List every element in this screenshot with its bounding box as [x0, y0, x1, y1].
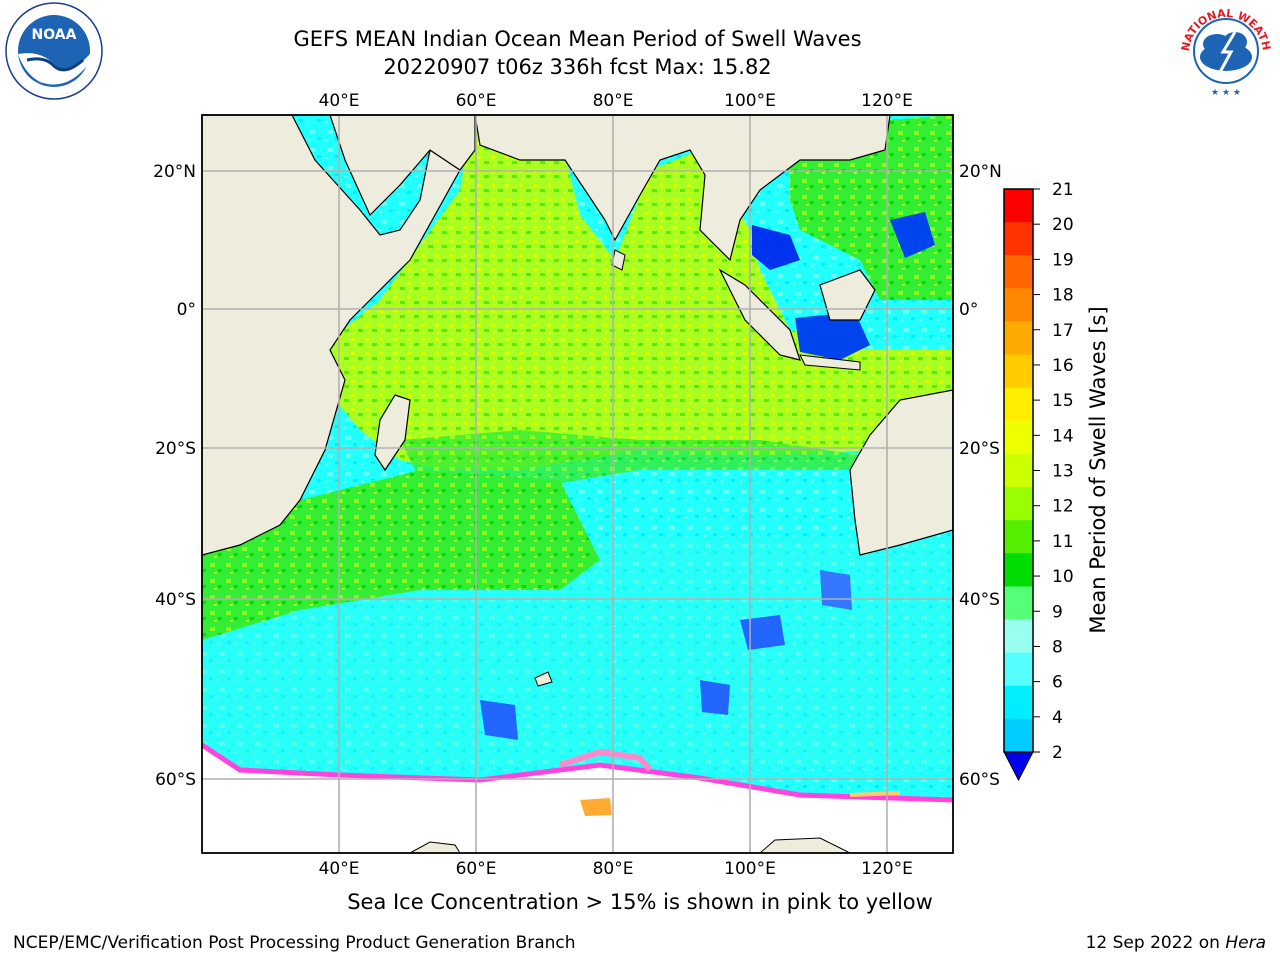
- left-lat-label: 60°S: [155, 770, 196, 790]
- colorbar-segment: [1004, 354, 1033, 389]
- graticule: [202, 115, 953, 853]
- swell-band-southwest: [202, 470, 600, 640]
- left-lat-label: 40°S: [155, 590, 196, 610]
- left-lat-label: 0°: [177, 300, 196, 320]
- land-australia: [849, 389, 953, 556]
- colorbar-tick-label: 12: [1052, 497, 1074, 517]
- colorbar-segment: [1004, 487, 1033, 521]
- bottom-lon-label: 80°E: [593, 859, 634, 879]
- top-lon-label: 120°E: [861, 91, 913, 111]
- colorbar-segment: [1004, 685, 1033, 720]
- land-madagascar: [374, 394, 411, 472]
- top-lon-label: 40°E: [319, 91, 360, 111]
- colorbar-segment: [1004, 420, 1033, 455]
- colorbar-under-triangle: [1003, 751, 1034, 782]
- colorbar-segment: [1004, 586, 1033, 621]
- colorbar-tick-label: 19: [1052, 250, 1074, 270]
- top-lon-label: 100°E: [724, 91, 776, 111]
- colorbar-tick-label: 20: [1052, 215, 1074, 235]
- colorbar-segment: [1004, 718, 1033, 753]
- left-lat-label: 20°N: [153, 162, 196, 182]
- map-area: [202, 115, 953, 853]
- colorbar-tick-label: 10: [1052, 567, 1074, 587]
- colorbar-tick-label: 6: [1052, 673, 1063, 693]
- left-lat-labels: 20°N 0° 20°S 40°S 60°S: [153, 162, 196, 790]
- colorbar-tick-label: 15: [1052, 391, 1074, 411]
- colorbar-segment: [1004, 189, 1033, 223]
- sea-ice-edge: [202, 742, 953, 803]
- colorbar-segment: [1004, 321, 1033, 356]
- bottom-lon-label: 40°E: [319, 859, 360, 879]
- colorbar-segment: [1004, 288, 1033, 322]
- noaa-logo-text: NOAA: [32, 27, 77, 43]
- land-arabia: [329, 115, 476, 217]
- right-lat-labels: 20°N 0° 20°S 40°S 60°S: [959, 162, 1002, 790]
- colorbar-tick-label: 9: [1052, 602, 1063, 622]
- land-africa: [202, 115, 461, 556]
- right-lat-label: 60°S: [959, 770, 1000, 790]
- colorbar-segment: [1004, 652, 1033, 687]
- noaa-logo: NOAA: [5, 2, 103, 100]
- bottom-lon-label: 120°E: [861, 859, 913, 879]
- colorbar-tick-label: 16: [1052, 356, 1074, 376]
- bottom-lon-labels: 40°E 60°E 80°E 100°E 120°E: [319, 859, 913, 879]
- colorbar-tick-label: 18: [1052, 286, 1074, 306]
- colorbar-segment: [1004, 387, 1033, 422]
- colorbar-segment: [1004, 553, 1033, 587]
- colorbar-tick-label: 13: [1052, 462, 1074, 482]
- sea-ice-note: Sea Ice Concentration > 15% is shown in …: [347, 890, 933, 914]
- right-lat-label: 0°: [959, 300, 978, 320]
- left-lat-label: 20°S: [155, 439, 196, 459]
- colorbar-tick-label: 14: [1052, 426, 1074, 446]
- right-lat-label: 20°S: [959, 439, 1000, 459]
- land-sumatra: [718, 268, 801, 361]
- nws-logo: NATIONAL WEATHER SERVICE ★ ★ ★: [1173, 0, 1275, 100]
- colorbar-ticks: 21 20 19 18 17 16 15 14 13 12 11 10 9 8 6 4 2: [1033, 180, 1074, 763]
- footer-machine: Hera: [1225, 933, 1266, 953]
- map-title: GEFS MEAN Indian Ocean Mean Period of Sw…: [293, 27, 862, 51]
- colorbar-segment: [1004, 453, 1033, 488]
- map-subtitle: 20220907 t06z 336h fcst Max: 15.82: [383, 55, 772, 79]
- top-lon-labels: 40°E 60°E 80°E 100°E 120°E: [319, 91, 913, 111]
- colorbar-segment: [1004, 255, 1033, 289]
- top-lon-label: 80°E: [593, 91, 634, 111]
- colorbar: [1003, 188, 1034, 782]
- colorbar-segment: [1004, 520, 1033, 554]
- colorbar-segment: [1004, 222, 1033, 256]
- colorbar-tick-label: 2: [1052, 743, 1063, 763]
- colorbar-tick-label: 21: [1052, 180, 1074, 200]
- map-frame: [201, 114, 954, 854]
- right-lat-label: 20°N: [959, 162, 1002, 182]
- swell-band-tropical: [330, 130, 953, 470]
- land-borneo: [819, 269, 876, 321]
- footer-date: 12 Sep 2022 on Hera: [1086, 933, 1266, 953]
- right-lat-label: 40°S: [959, 590, 1000, 610]
- top-lon-label: 60°E: [456, 91, 497, 111]
- colorbar-label: Mean Period of Swell Waves [s]: [1086, 306, 1110, 633]
- land-asia: [474, 115, 891, 262]
- footer-credit: NCEP/EMC/Verification Post Processing Pr…: [13, 933, 576, 953]
- antarctic-region: [202, 745, 953, 853]
- svg-text:★ ★ ★: ★ ★ ★: [1211, 88, 1241, 98]
- bottom-lon-label: 100°E: [724, 859, 776, 879]
- colorbar-tick-label: 4: [1052, 708, 1063, 728]
- colorbar-tick-label: 8: [1052, 637, 1063, 657]
- colorbar-tick-label: 11: [1052, 532, 1074, 552]
- colorbar-segment: [1004, 619, 1033, 654]
- colorbar-tick-label: 17: [1052, 321, 1074, 341]
- footer-date-text: 12 Sep 2022 on: [1085, 933, 1226, 953]
- bottom-lon-label: 60°E: [456, 859, 497, 879]
